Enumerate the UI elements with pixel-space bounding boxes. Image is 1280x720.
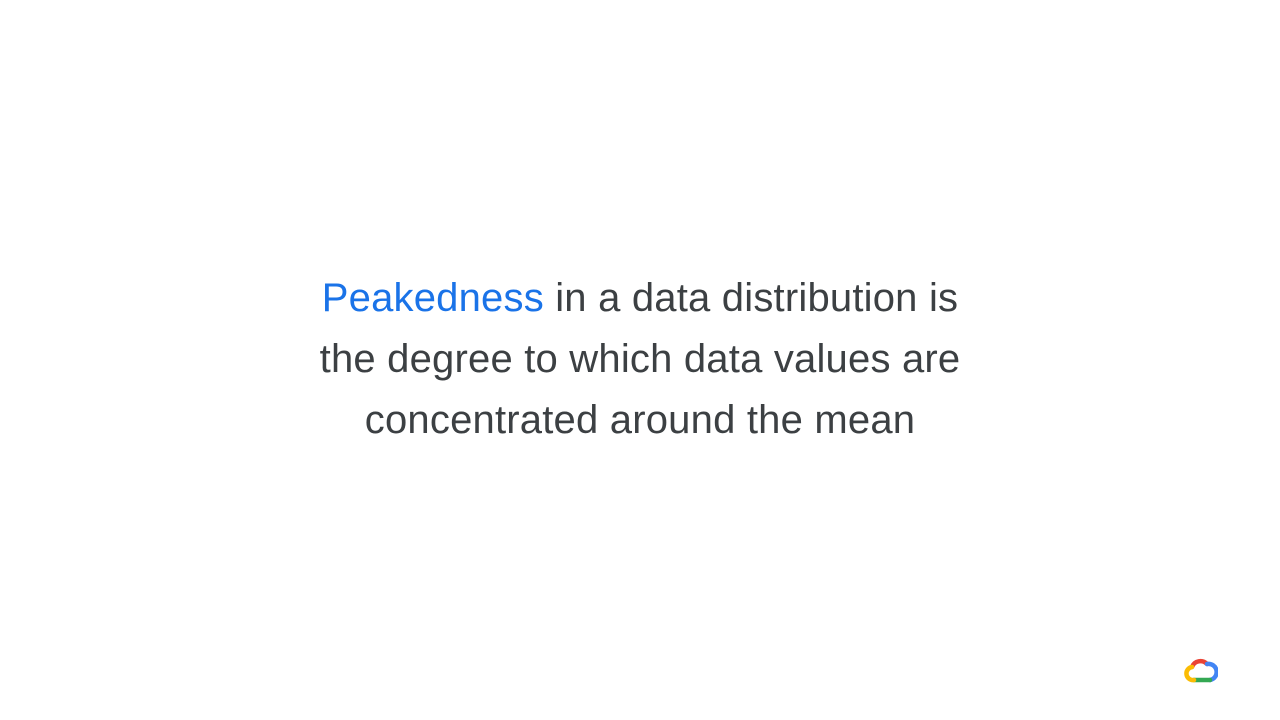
definition-text: Peakedness in a data distribution is the… <box>0 268 1280 451</box>
definition-line-2: the degree to which data values are <box>319 337 961 381</box>
google-cloud-logo-icon <box>1184 658 1218 683</box>
definition-line-1: Peakedness in a data distribution is <box>0 268 1280 329</box>
definition-line-1-rest: in a data distribution is <box>543 276 959 320</box>
highlighted-term: Peakedness <box>321 276 544 320</box>
definition-line-3: concentrated around the mean <box>364 398 916 442</box>
